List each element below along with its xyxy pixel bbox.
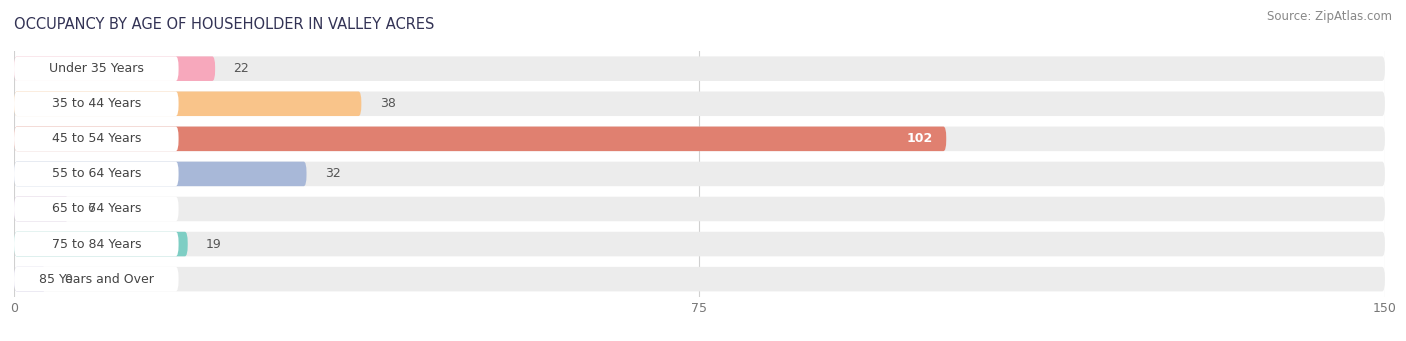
Text: 45 to 54 Years: 45 to 54 Years bbox=[52, 132, 141, 145]
Text: 65 to 74 Years: 65 to 74 Years bbox=[52, 203, 141, 216]
Text: 102: 102 bbox=[907, 132, 932, 145]
FancyBboxPatch shape bbox=[14, 56, 215, 81]
Text: Source: ZipAtlas.com: Source: ZipAtlas.com bbox=[1267, 10, 1392, 23]
FancyBboxPatch shape bbox=[14, 127, 179, 151]
FancyBboxPatch shape bbox=[14, 267, 46, 292]
Text: 85 Years and Over: 85 Years and Over bbox=[39, 273, 153, 286]
FancyBboxPatch shape bbox=[14, 91, 179, 116]
FancyBboxPatch shape bbox=[14, 197, 69, 221]
FancyBboxPatch shape bbox=[14, 197, 1385, 221]
Text: 32: 32 bbox=[325, 167, 340, 180]
FancyBboxPatch shape bbox=[14, 232, 1385, 256]
Text: 38: 38 bbox=[380, 97, 395, 110]
FancyBboxPatch shape bbox=[14, 56, 1385, 81]
Text: 35 to 44 Years: 35 to 44 Years bbox=[52, 97, 141, 110]
Text: 0: 0 bbox=[65, 273, 72, 286]
Text: 22: 22 bbox=[233, 62, 249, 75]
Text: 55 to 64 Years: 55 to 64 Years bbox=[52, 167, 141, 180]
Text: 75 to 84 Years: 75 to 84 Years bbox=[52, 238, 141, 251]
FancyBboxPatch shape bbox=[14, 127, 946, 151]
FancyBboxPatch shape bbox=[14, 56, 179, 81]
FancyBboxPatch shape bbox=[14, 91, 361, 116]
FancyBboxPatch shape bbox=[14, 91, 1385, 116]
FancyBboxPatch shape bbox=[14, 162, 1385, 186]
FancyBboxPatch shape bbox=[14, 127, 1385, 151]
Text: Under 35 Years: Under 35 Years bbox=[49, 62, 143, 75]
FancyBboxPatch shape bbox=[14, 232, 188, 256]
Text: 19: 19 bbox=[207, 238, 222, 251]
FancyBboxPatch shape bbox=[14, 267, 179, 292]
FancyBboxPatch shape bbox=[14, 162, 307, 186]
FancyBboxPatch shape bbox=[14, 162, 179, 186]
FancyBboxPatch shape bbox=[14, 232, 179, 256]
FancyBboxPatch shape bbox=[14, 267, 1385, 292]
FancyBboxPatch shape bbox=[14, 197, 179, 221]
Text: OCCUPANCY BY AGE OF HOUSEHOLDER IN VALLEY ACRES: OCCUPANCY BY AGE OF HOUSEHOLDER IN VALLE… bbox=[14, 16, 434, 31]
Text: 6: 6 bbox=[87, 203, 96, 216]
